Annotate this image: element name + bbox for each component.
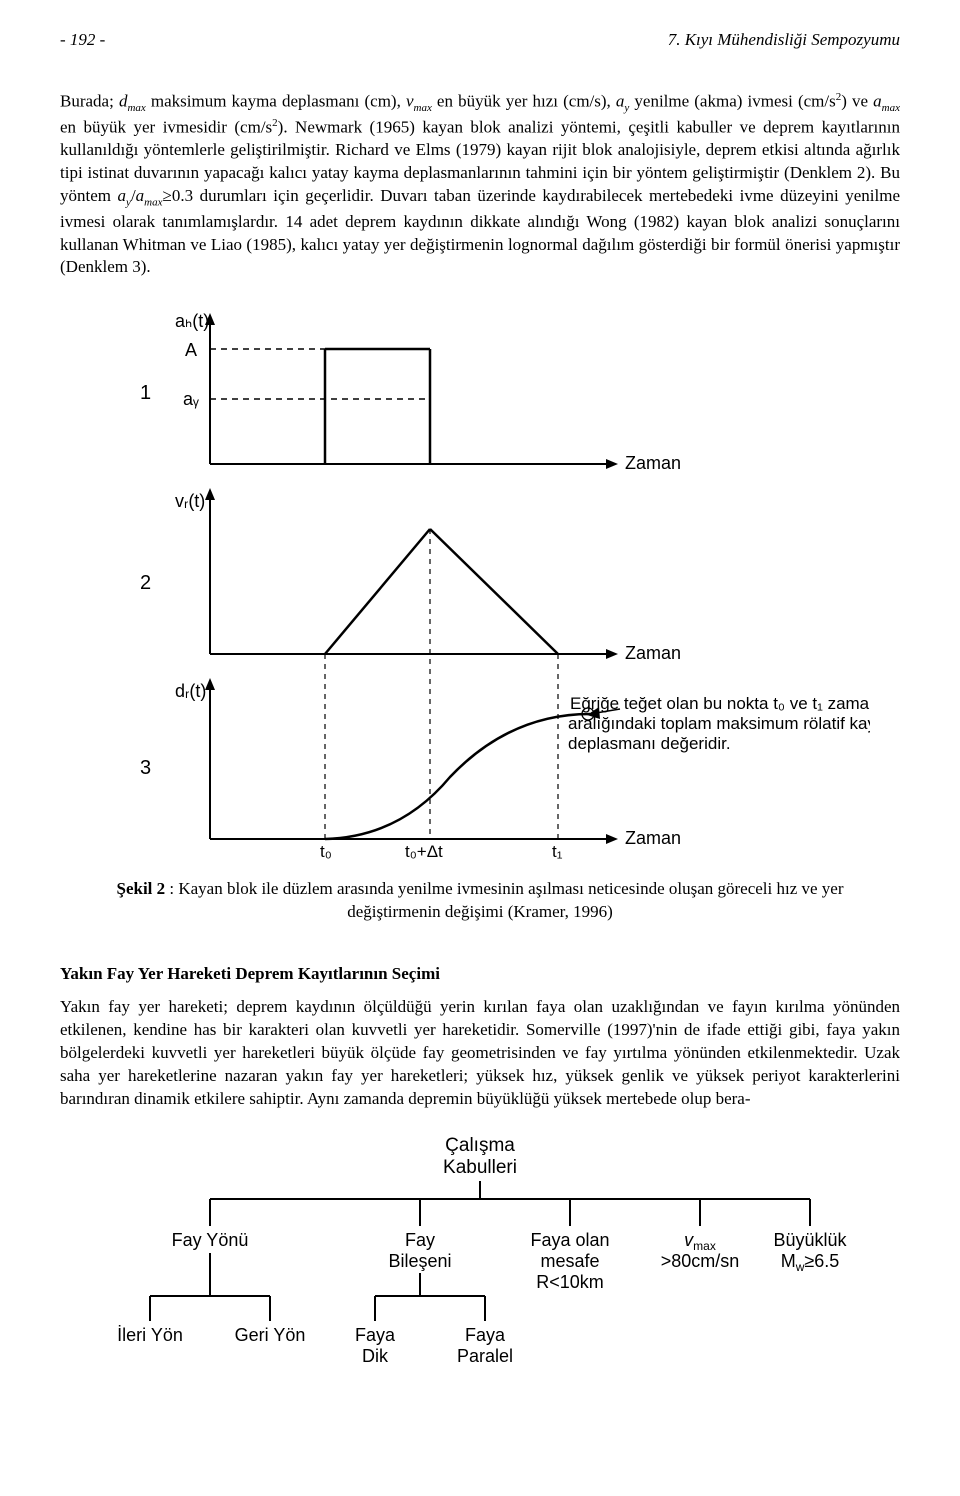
tick-t0dt: t₀+Δt	[405, 842, 443, 859]
panel-num-3: 3	[140, 757, 151, 779]
node-mesafe-l2: mesafe	[540, 1251, 599, 1271]
note-line-1: Eğriğe teğet olan bu nokta t₀ ve t₁ zama…	[570, 694, 870, 713]
tick-t0: t₀	[320, 842, 332, 859]
root-l2: Kabulleri	[443, 1157, 517, 1178]
note-line-3: deplasmanı değeridir.	[568, 734, 731, 753]
node-fay-yonu: Fay Yönü	[172, 1230, 249, 1250]
node-mesafe-l1: Faya olan	[530, 1230, 609, 1250]
panel-num-2: 2	[140, 572, 151, 594]
node-vmax-l2: >80cm/sn	[661, 1251, 740, 1271]
leaf-faya-paralel-l1: Faya	[465, 1325, 506, 1345]
leaf-ileri-yon: İleri Yön	[117, 1325, 183, 1345]
leaf-faya-dik-l1: Faya	[355, 1325, 396, 1345]
node-vmax-l1: vmax	[684, 1230, 716, 1253]
panel-1: aₕ(t) A aᵧ 1 Zaman	[140, 311, 681, 473]
zaman-1: Zaman	[625, 453, 681, 473]
leaf-geri-yon: Geri Yön	[235, 1325, 306, 1345]
axis-label-ah: aₕ(t)	[175, 311, 209, 331]
figure-2-caption: Şekil 2 : Kayan blok ile düzlem arasında…	[100, 878, 860, 924]
zaman-2: Zaman	[625, 643, 681, 663]
page-header: - 192 - 7. Kıyı Mühendisliği Sempozyumu	[60, 30, 900, 50]
leaf-faya-dik-l2: Dik	[362, 1346, 389, 1366]
node-fay-bileseni-l2: Bileşeni	[388, 1251, 451, 1271]
figure-2: aₕ(t) A aᵧ 1 Zaman vᵣ(t) 2 Zaman	[90, 299, 870, 864]
panel-2: vᵣ(t) 2 Zaman	[140, 488, 681, 839]
note-line-2: aralığındaki toplam maksimum rölatif kay…	[568, 714, 870, 733]
zaman-3: Zaman	[625, 828, 681, 848]
label-ay: aᵧ	[183, 389, 199, 409]
tick-t1: t₁	[552, 842, 563, 859]
panel-3: dᵣ(t) 3 t₀ t₀+Δt t₁ Zaman Eğriğe teğet o…	[140, 678, 870, 859]
panel-num-1: 1	[140, 382, 151, 404]
tree-svg: Çalışma Kabulleri Fay Yönü Fay Bileşeni …	[90, 1131, 870, 1371]
paragraph-1: Burada; dmax maksimum kayma deplasmanı (…	[60, 90, 900, 279]
leaf-faya-paralel-l2: Paralel	[457, 1346, 513, 1366]
page-number: - 192 -	[60, 30, 105, 50]
paragraph-2: Yakın fay yer hareketi; deprem kaydının …	[60, 996, 900, 1111]
running-title: 7. Kıyı Mühendisliği Sempozyumu	[668, 30, 900, 50]
axis-label-dr: dᵣ(t)	[175, 681, 206, 701]
node-mesafe-l3: R<10km	[536, 1272, 604, 1292]
node-buyukluk-l1: Büyüklük	[773, 1230, 847, 1250]
node-buyukluk-l2: Mw≥6.5	[781, 1251, 840, 1274]
axis-label-vr: vᵣ(t)	[175, 491, 205, 511]
section-heading: Yakın Fay Yer Hareketi Deprem Kayıtların…	[60, 964, 900, 984]
root-l1: Çalışma	[445, 1135, 515, 1156]
tree-diagram: Çalışma Kabulleri Fay Yönü Fay Bileşeni …	[90, 1131, 870, 1376]
figure-svg: aₕ(t) A aᵧ 1 Zaman vᵣ(t) 2 Zaman	[90, 299, 870, 859]
node-fay-bileseni-l1: Fay	[405, 1230, 435, 1250]
label-A: A	[185, 340, 197, 360]
